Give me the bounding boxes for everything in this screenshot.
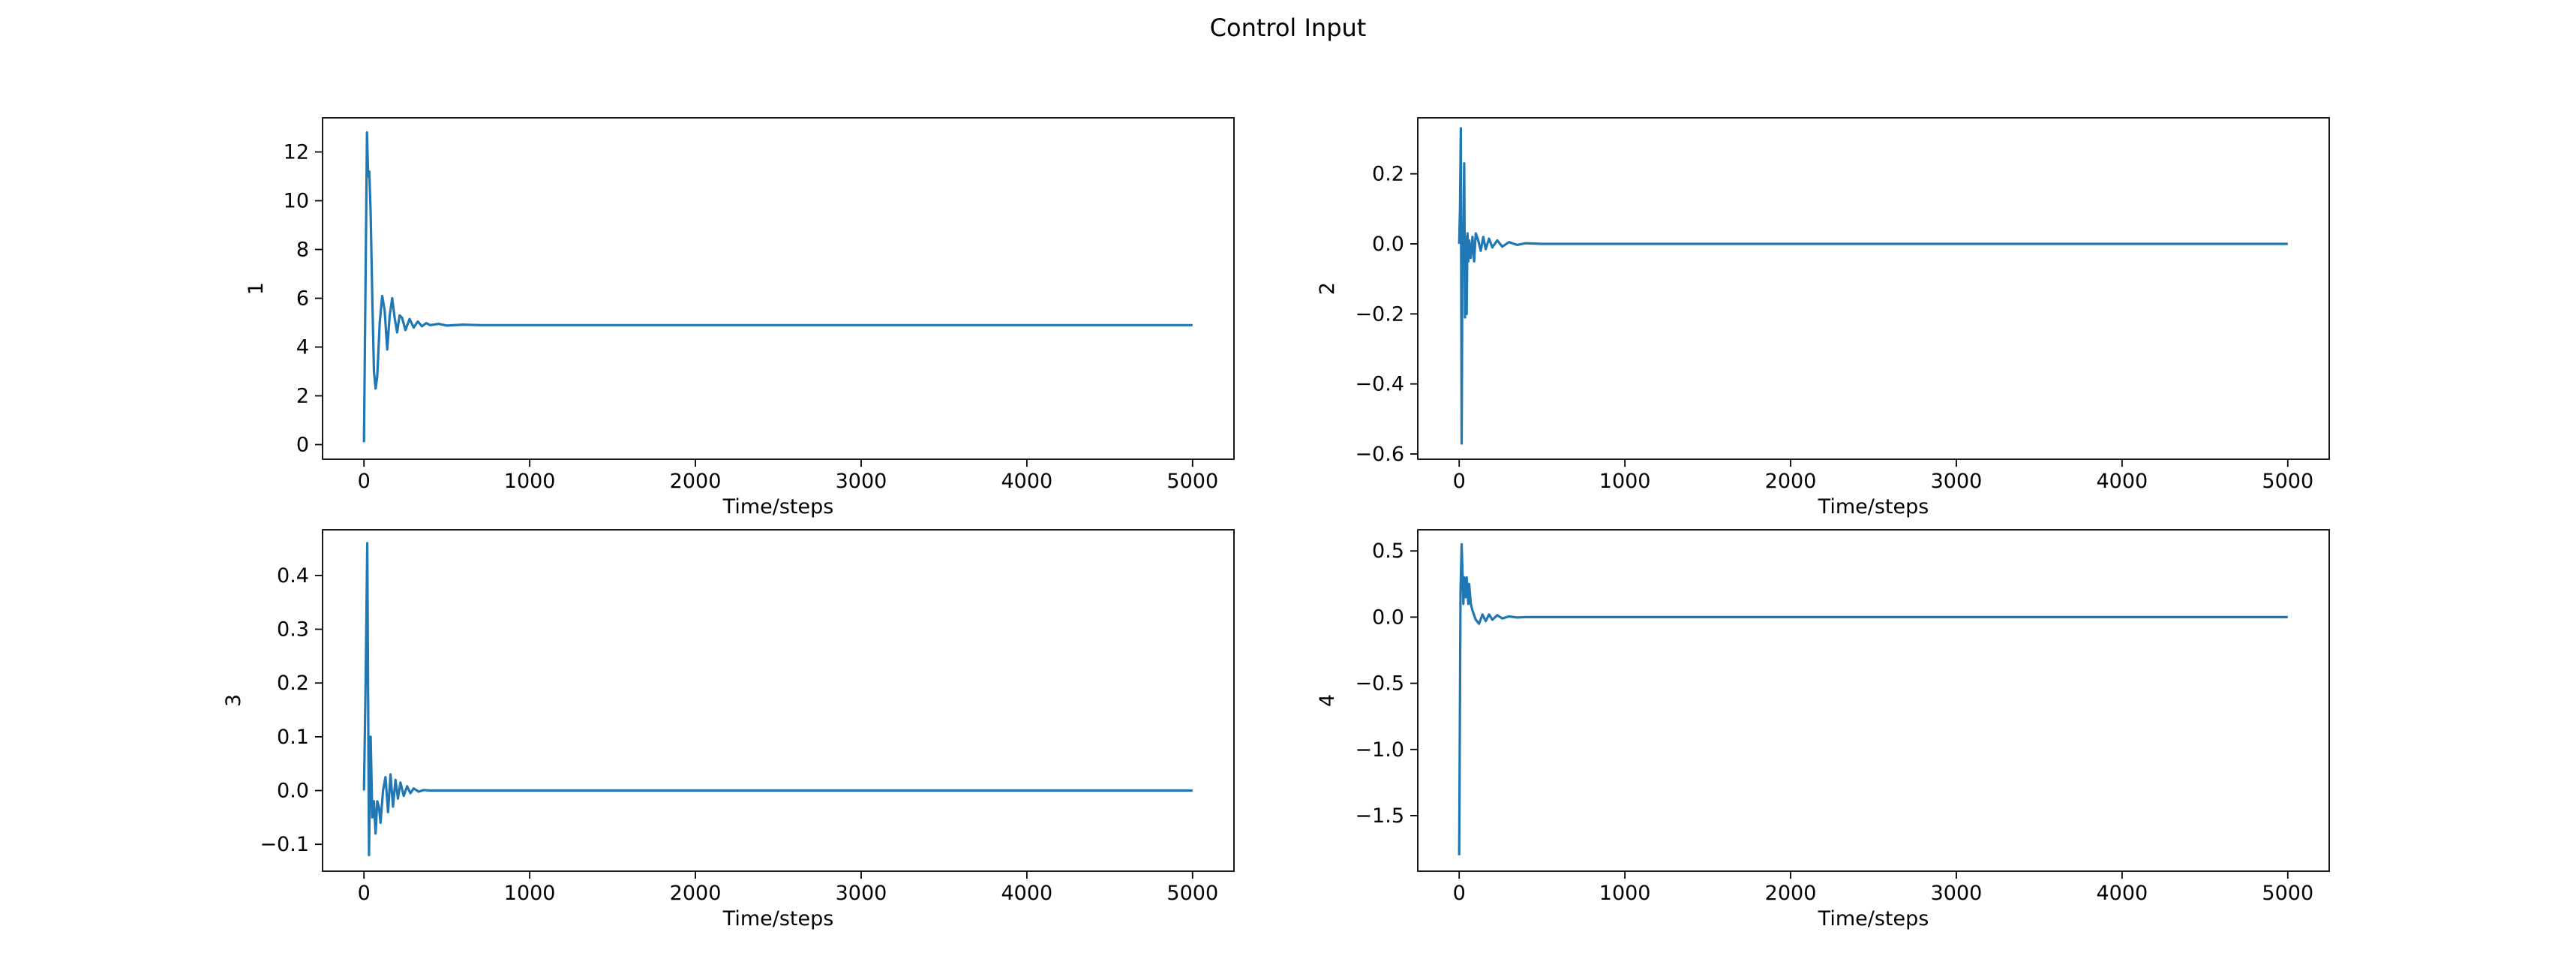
y-tick-label: −1.5 [1355,804,1404,828]
y-tick-label: −0.1 [260,833,309,856]
y-tick-label: 0 [296,434,309,457]
axes-frame-2 [1417,117,2330,460]
series-line-3 [362,542,1193,857]
x-axis-label-2: Time/steps [1818,495,1929,519]
x-tick-label: 2000 [1765,882,1817,905]
y-tick-label: 6 [296,287,309,311]
y-tick-label: 4 [296,336,309,359]
x-tick-label: 5000 [2262,470,2313,493]
subplot-4: 0 1000 2000 3000 4000 5000 −1.5 −1.0 −0.5 0.0 0.5 T… [1316,529,2330,930]
y-tick-label: 0.5 [1372,540,1404,563]
x-tick-label: 2000 [670,882,722,905]
axes-frame-3 [322,529,1235,872]
x-tick-label: 1000 [1599,882,1651,905]
x-axis-label-4: Time/steps [1818,907,1929,930]
x-tick-label: 0 [1453,470,1466,493]
x-tick-label: 4000 [1001,470,1053,493]
y-tick-label: 10 [284,190,309,213]
y-tick-label: 2 [296,385,309,408]
series-line-2 [1458,127,2288,445]
series-line-4 [1458,543,2288,855]
x-tick-label: 4000 [2097,882,2148,905]
x-tick-label: 3000 [836,882,887,905]
y-axis-label-1: 1 [245,282,268,295]
x-tick-label: 4000 [2097,470,2148,493]
x-tick-label: 1000 [504,470,556,493]
subplot-2: 0 1000 2000 3000 4000 5000 −0.6 −0.4 −0.2 0.0 0.2 T… [1316,117,2330,519]
x-tick-label: 5000 [2262,882,2313,905]
y-tick-label: 0.2 [277,672,309,695]
x-tick-label: 2000 [670,470,722,493]
x-tick-label: 0 [1453,882,1466,905]
y-tick-label: −0.2 [1355,302,1404,326]
axes-frame-1 [322,117,1235,460]
y-tick-label: 0.0 [1372,606,1404,629]
x-tick-label: 2000 [1765,470,1817,493]
x-tick-label: 5000 [1166,882,1218,905]
y-tick-label: 0.2 [1372,163,1404,186]
x-tick-label: 4000 [1001,882,1053,905]
y-tick-label: −0.4 [1355,373,1404,396]
y-axis-label-3: 3 [222,694,245,707]
subplot-1: 0 1000 2000 3000 4000 5000 0 2 4 6 8 10 12 Time/steps… [245,117,1235,519]
y-tick-label: 8 [296,239,309,262]
series-line-1 [362,131,1193,443]
figure-title: Control Input [1209,14,1367,42]
y-tick-label: 0.0 [277,780,309,803]
x-tick-label: 5000 [1166,470,1218,493]
y-tick-label: 0.0 [1372,233,1404,256]
y-axis-label-2: 2 [1316,282,1339,295]
y-tick-label: −0.5 [1355,672,1404,696]
y-tick-label: 0.4 [277,564,309,588]
x-tick-label: 3000 [836,470,887,493]
x-axis-label-1: Time/steps [722,495,834,519]
y-tick-label: −0.6 [1355,443,1404,466]
x-tick-label: 1000 [1599,470,1651,493]
subplot-3: 0 1000 2000 3000 4000 5000 −0.1 0.0 0.1 0.2 0.3 0.4… [222,529,1235,930]
y-tick-label: 0.3 [277,618,309,642]
x-tick-label: 3000 [1931,882,1983,905]
x-tick-label: 3000 [1931,470,1983,493]
x-tick-label: 1000 [504,882,556,905]
y-tick-label: 0.1 [277,726,309,749]
y-axis-label-4: 4 [1316,694,1339,707]
y-tick-label: −1.0 [1355,738,1404,762]
x-tick-label: 0 [358,882,371,905]
x-tick-label: 0 [358,470,371,493]
axes-frame-4 [1417,529,2330,872]
y-tick-label: 12 [284,141,309,164]
x-axis-label-3: Time/steps [722,907,834,930]
